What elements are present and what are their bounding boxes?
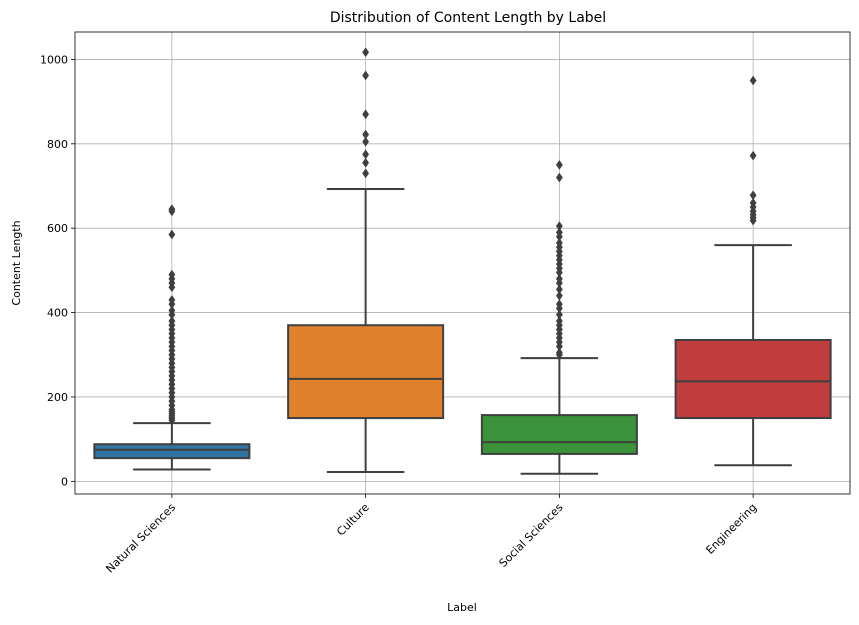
y-tick-label: 800 bbox=[47, 138, 68, 151]
x-tick-label: Natural Sciences bbox=[103, 501, 178, 576]
outlier-point bbox=[749, 190, 757, 201]
y-axis-label: Content Length bbox=[10, 220, 23, 305]
outlier-point bbox=[749, 197, 757, 208]
axis-layer: 0 200 400 600 800 1000 Natural Sciences Culture… bbox=[40, 53, 759, 575]
y-tick-label: 1000 bbox=[40, 53, 68, 66]
outlier-point bbox=[555, 227, 563, 238]
box-group bbox=[287, 47, 445, 474]
y-tick-label: 400 bbox=[47, 307, 68, 320]
y-tick-label: 600 bbox=[47, 222, 68, 235]
outlier-point bbox=[168, 294, 176, 305]
iqr-box bbox=[674, 339, 832, 420]
outlier-point bbox=[555, 159, 563, 170]
outlier-point bbox=[555, 273, 563, 284]
y-tick-label: 0 bbox=[61, 475, 68, 488]
grid-layer bbox=[75, 32, 850, 494]
x-tick-label: Culture bbox=[334, 501, 372, 539]
outlier-point bbox=[555, 221, 563, 232]
x-tick-label: Engineering bbox=[703, 501, 759, 557]
outlier-point bbox=[555, 316, 563, 326]
box-group bbox=[674, 75, 832, 467]
x-axis-label: Label bbox=[447, 601, 477, 614]
outlier-point bbox=[362, 168, 370, 179]
plot-frame bbox=[74, 31, 851, 495]
outlier-point bbox=[168, 204, 176, 215]
outlier-point bbox=[555, 238, 563, 248]
outlier-point bbox=[168, 229, 176, 240]
outlier-point bbox=[749, 75, 757, 86]
outlier-point bbox=[362, 149, 370, 160]
outlier-point bbox=[362, 136, 370, 147]
x-tick-label: Social Sciences bbox=[497, 501, 566, 570]
outlier-point bbox=[362, 157, 370, 168]
iqr-box bbox=[287, 324, 445, 420]
outlier-point bbox=[362, 109, 370, 120]
outlier-point bbox=[362, 129, 370, 140]
outlier-point bbox=[362, 47, 370, 58]
outlier-point bbox=[168, 305, 176, 316]
outlier-point bbox=[749, 150, 757, 161]
box-group bbox=[480, 159, 638, 475]
outlier-point bbox=[168, 316, 176, 326]
outlier-point bbox=[555, 284, 563, 295]
outlier-point bbox=[555, 299, 563, 310]
chart-title: Distribution of Content Length by Label bbox=[330, 10, 606, 26]
outlier-point bbox=[168, 269, 176, 280]
outlier-point bbox=[555, 290, 563, 301]
outlier-point bbox=[362, 70, 370, 81]
box-layer bbox=[93, 47, 832, 475]
iqr-box bbox=[93, 443, 251, 460]
iqr-box bbox=[480, 414, 638, 455]
outlier-point bbox=[555, 309, 563, 320]
box-group bbox=[93, 204, 251, 471]
outlier-point bbox=[555, 172, 563, 183]
y-tick-label: 200 bbox=[47, 391, 68, 404]
outlier-point bbox=[555, 347, 563, 358]
